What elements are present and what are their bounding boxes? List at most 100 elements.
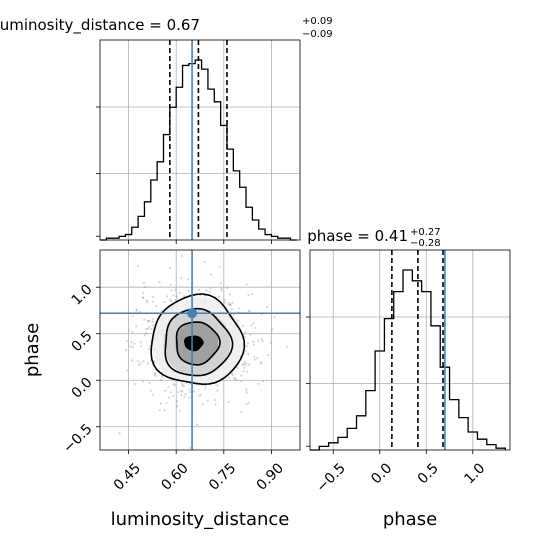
sample-point <box>239 374 243 377</box>
sample-point <box>257 339 260 342</box>
sample-point <box>163 300 166 304</box>
sample-point <box>172 394 175 397</box>
sample-point <box>285 345 289 348</box>
sample-point <box>136 360 140 363</box>
sample-point <box>146 327 150 330</box>
sample-point <box>138 310 141 313</box>
sample-point <box>144 331 148 335</box>
sample-point <box>170 289 173 292</box>
sample-point <box>244 349 248 352</box>
sample-point <box>257 382 260 385</box>
sample-point <box>148 319 151 323</box>
sample-point <box>135 309 138 312</box>
sample-point <box>271 328 274 331</box>
sample-point <box>160 310 163 313</box>
sample-point <box>253 358 257 361</box>
sample-point <box>175 295 179 298</box>
sample-point <box>167 385 170 388</box>
x-tick-label: 0.90 <box>254 460 287 493</box>
sample-point <box>243 331 247 334</box>
y-tick-label: 0.0 <box>69 375 96 402</box>
sample-point <box>246 342 250 345</box>
sample-point <box>181 384 184 387</box>
sample-point <box>245 402 248 405</box>
panel-frame <box>99 249 301 451</box>
sample-point <box>195 423 199 426</box>
sample-point <box>245 283 248 286</box>
sample-point <box>217 295 220 298</box>
sample-point <box>134 382 137 386</box>
luminosity-distance-upper-error: +0.09 <box>302 16 333 27</box>
sample-point <box>228 293 231 296</box>
sample-point <box>203 387 207 390</box>
sample-point <box>198 288 201 291</box>
sample-point <box>151 295 154 298</box>
sample-point <box>118 432 121 435</box>
x-tick-label: 0.75 <box>206 460 239 493</box>
sample-point <box>247 294 250 297</box>
sample-point <box>159 402 163 405</box>
contour-line <box>164 307 234 377</box>
x-axis-label: phase <box>383 509 437 530</box>
y-tick-label: −0.5 <box>60 421 95 456</box>
sample-point <box>74 404 76 406</box>
panel-frame <box>99 39 301 241</box>
sample-point <box>152 393 155 396</box>
sample-point <box>187 278 190 281</box>
sample-point <box>131 331 134 334</box>
sample-point <box>154 374 157 378</box>
sample-point <box>203 260 206 264</box>
sample-point <box>238 307 241 310</box>
sample-point <box>242 370 245 373</box>
sample-point <box>165 295 169 298</box>
sample-point <box>135 308 138 311</box>
sample-point <box>228 303 231 306</box>
sample-point <box>235 378 238 381</box>
sample-point <box>158 281 161 284</box>
sample-point <box>147 320 150 323</box>
luminosity-distance-marginal-panel: luminosity_distance = 0.67 +0.09 −0.09 <box>0 16 333 244</box>
luminosity-distance-lower-error: −0.09 <box>302 29 333 40</box>
truth-marker <box>187 308 198 319</box>
sample-point <box>227 401 230 404</box>
histogram-step <box>310 269 506 451</box>
sample-point <box>174 288 177 291</box>
sample-point <box>164 389 167 392</box>
sample-point <box>252 340 255 343</box>
sample-point <box>248 310 251 313</box>
sample-point <box>205 289 208 292</box>
contour-line <box>175 321 221 366</box>
sample-point <box>178 291 181 295</box>
sample-point <box>133 342 136 345</box>
sample-point <box>142 360 145 363</box>
x-tick-label: 1.0 <box>461 460 488 487</box>
sample-point <box>167 396 171 399</box>
sample-point <box>252 322 255 325</box>
sample-point <box>214 403 217 406</box>
sample-point <box>254 326 257 330</box>
sample-point <box>230 372 234 375</box>
sample-point <box>216 389 219 392</box>
sample-point <box>259 360 262 364</box>
sample-point <box>307 331 309 333</box>
sample-point <box>139 341 142 344</box>
sample-point <box>180 393 183 396</box>
sample-point <box>148 382 151 385</box>
sample-point <box>137 363 140 367</box>
sample-point <box>192 390 196 393</box>
sample-point <box>231 308 234 311</box>
y-axis-label: phase <box>22 323 43 377</box>
sample-point <box>126 369 129 372</box>
sample-point <box>139 345 143 348</box>
sample-point <box>148 325 151 328</box>
sample-point <box>225 286 229 290</box>
sample-point <box>180 277 183 280</box>
sample-point <box>245 362 248 365</box>
sample-point <box>151 318 155 321</box>
panel-frame <box>309 249 511 451</box>
sample-point <box>246 370 249 374</box>
sample-point <box>218 265 221 268</box>
sample-point <box>233 376 236 380</box>
sample-point <box>160 375 164 378</box>
